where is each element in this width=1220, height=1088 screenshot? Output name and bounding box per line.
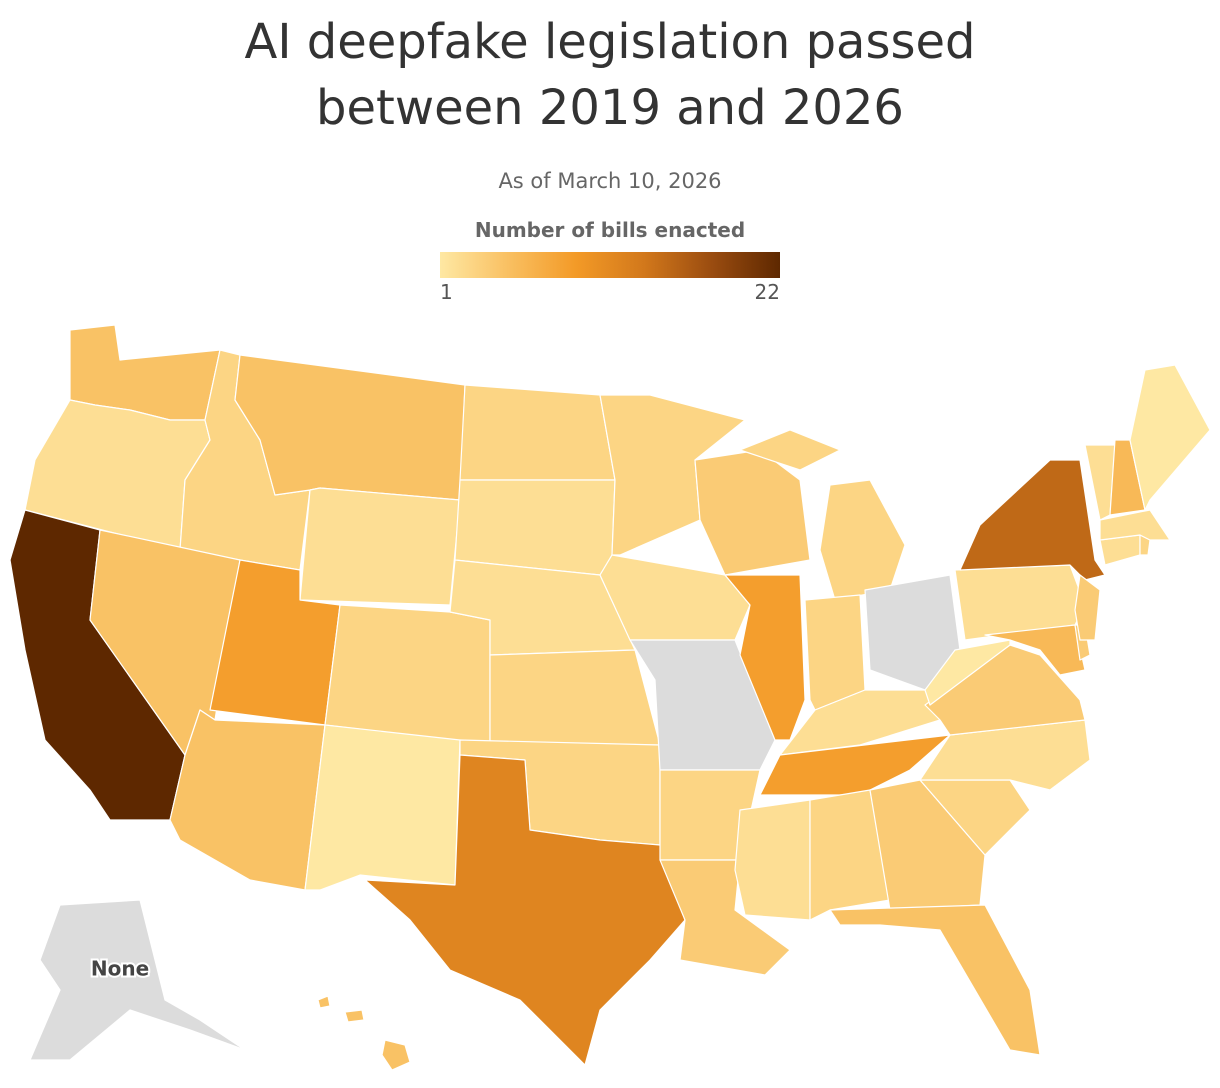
state: [299, 487, 461, 606]
state: [169, 709, 326, 891]
state: [304, 724, 461, 891]
state: [724, 574, 806, 741]
state: [924, 644, 1086, 736]
legend-tick-label: 22: [755, 280, 780, 304]
state: [759, 734, 951, 796]
chart-subtitle: As of March 10, 2026: [498, 169, 721, 193]
state: [364, 754, 686, 1066]
legend-title: Number of bills enacted: [475, 218, 745, 242]
state: [317, 995, 411, 1071]
state: [29, 899, 246, 1061]
state: [459, 384, 616, 481]
no-data-label: None: [91, 957, 149, 981]
state: [869, 779, 986, 911]
state: [809, 789, 891, 921]
colorbar: [440, 252, 780, 278]
state: [694, 449, 811, 576]
states: [9, 324, 1211, 1071]
legend-tick-label: 1: [440, 280, 453, 304]
state: [1129, 364, 1211, 511]
chart-title: AI deepfake legislation passed between 20…: [245, 14, 976, 136]
state: [804, 594, 866, 711]
state: [1099, 509, 1171, 541]
state: [324, 604, 491, 746]
state: [924, 639, 1011, 706]
state: [489, 649, 661, 746]
state: [959, 459, 1106, 581]
state: [454, 479, 616, 576]
state: [1074, 574, 1101, 641]
state: [919, 719, 1091, 791]
state: [829, 904, 1041, 1056]
state: [734, 799, 811, 921]
